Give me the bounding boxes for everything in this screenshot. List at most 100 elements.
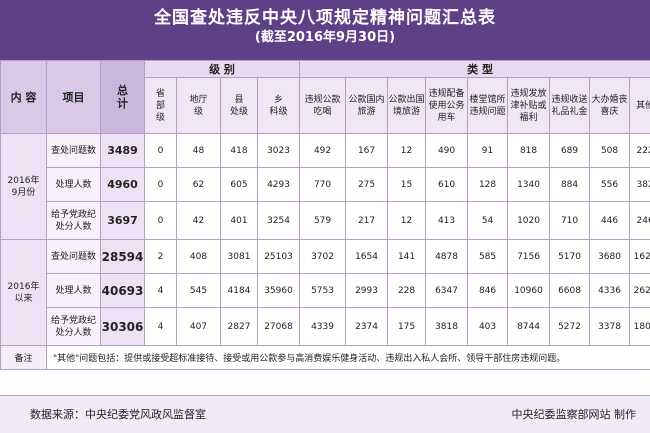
level-cell: 545 <box>177 274 221 308</box>
type-cell: 884 <box>550 168 590 202</box>
type-cell: 54 <box>468 202 508 240</box>
type-cell: 3702 <box>300 240 346 274</box>
type-cell: 446 <box>590 202 630 240</box>
type-cell: 6608 <box>550 274 590 308</box>
row-item-label: 给予党政纪 处分人数 <box>47 308 101 346</box>
type-cell: 12 <box>388 134 426 168</box>
type-cell: 3818 <box>426 308 468 346</box>
type-cell: 1020 <box>508 202 550 240</box>
level-cell: 62 <box>177 168 221 202</box>
header-total: 总 计 <box>101 61 145 134</box>
type-cell: 10960 <box>508 274 550 308</box>
level-cell: 2 <box>145 240 177 274</box>
type-cell: 1803 <box>630 308 650 346</box>
header-type-0: 违规公款 吃喝 <box>300 78 346 134</box>
type-cell: 3680 <box>590 240 630 274</box>
level-cell: 401 <box>221 202 258 240</box>
level-cell: 4184 <box>221 274 258 308</box>
level-cell: 0 <box>145 202 177 240</box>
type-cell: 5272 <box>550 308 590 346</box>
row-total: 4960 <box>101 168 145 202</box>
type-cell: 610 <box>426 168 468 202</box>
level-cell: 27068 <box>258 308 300 346</box>
type-cell: 579 <box>300 202 346 240</box>
page-subtitle: (截至2016年9月30日) <box>0 29 650 47</box>
row-item-label: 处理人数 <box>47 168 101 202</box>
level-cell: 25103 <box>258 240 300 274</box>
summary-table: 内 容 项目 总 计 级 别 类 型 省 部 级地厅 级县 处级乡 科级违规公款… <box>0 60 650 370</box>
type-cell: 403 <box>468 308 508 346</box>
level-cell: 4 <box>145 274 177 308</box>
type-cell: 3378 <box>590 308 630 346</box>
header-type-7: 大办婚丧 喜庆 <box>590 78 630 134</box>
type-cell: 846 <box>468 274 508 308</box>
row-item-label: 处理人数 <box>47 274 101 308</box>
type-cell: 492 <box>300 134 346 168</box>
type-cell: 490 <box>426 134 468 168</box>
type-cell: 91 <box>468 134 508 168</box>
header-level-1: 地厅 级 <box>177 78 221 134</box>
level-cell: 0 <box>145 134 177 168</box>
header-type-5: 违规发放 津补贴或 福利 <box>508 78 550 134</box>
level-cell: 3023 <box>258 134 300 168</box>
header-type-1: 公款国内 旅游 <box>346 78 388 134</box>
type-cell: 818 <box>508 134 550 168</box>
level-cell: 3081 <box>221 240 258 274</box>
note-row: 备注"其他"问题包括：提供或接受超标准接待、接受或用公款参与高消费娱乐健身活动、… <box>1 346 650 370</box>
footer: 数据来源：中央纪委党风政风监督室 中央纪委监察部网站 制作 <box>0 395 650 433</box>
level-cell: 4293 <box>258 168 300 202</box>
header-level-0: 省 部 级 <box>145 78 177 134</box>
note-text: "其他"问题包括：提供或接受超标准接待、接受或用公款参与高消费娱乐健身活动、违规… <box>47 346 650 370</box>
type-cell: 2622 <box>630 274 650 308</box>
level-cell: 42 <box>177 202 221 240</box>
level-cell: 4 <box>145 308 177 346</box>
level-cell: 605 <box>221 168 258 202</box>
level-cell: 0 <box>145 168 177 202</box>
row-item-label: 查处问题数 <box>47 134 101 168</box>
header-type-4: 楼堂馆所 违规问题 <box>468 78 508 134</box>
type-cell: 15 <box>388 168 426 202</box>
type-cell: 222 <box>630 134 650 168</box>
type-cell: 382 <box>630 168 650 202</box>
producer: 中央纪委监察部网站 制作 <box>512 406 637 422</box>
type-cell: 689 <box>550 134 590 168</box>
type-cell: 5753 <box>300 274 346 308</box>
row-total: 30306 <box>101 308 145 346</box>
level-cell: 2827 <box>221 308 258 346</box>
type-cell: 413 <box>426 202 468 240</box>
type-cell: 1654 <box>346 240 388 274</box>
type-cell: 246 <box>630 202 650 240</box>
type-cell: 6347 <box>426 274 468 308</box>
type-cell: 4336 <box>590 274 630 308</box>
type-cell: 217 <box>346 202 388 240</box>
type-cell: 275 <box>346 168 388 202</box>
row-total: 40693 <box>101 274 145 308</box>
type-cell: 167 <box>346 134 388 168</box>
header-type-6: 违规收送 礼品礼金 <box>550 78 590 134</box>
row-total: 3489 <box>101 134 145 168</box>
header-type-group: 类 型 <box>300 61 650 78</box>
note-label: 备注 <box>1 346 47 370</box>
row-item-label: 给予党政纪 处分人数 <box>47 202 101 240</box>
header-content: 内 容 <box>1 61 47 134</box>
type-cell: 4339 <box>300 308 346 346</box>
level-cell: 35960 <box>258 274 300 308</box>
type-cell: 710 <box>550 202 590 240</box>
type-cell: 4878 <box>426 240 468 274</box>
level-cell: 408 <box>177 240 221 274</box>
type-cell: 556 <box>590 168 630 202</box>
level-cell: 3254 <box>258 202 300 240</box>
type-cell: 175 <box>388 308 426 346</box>
header-type-3: 违规配备 使用公务 用车 <box>426 78 468 134</box>
type-cell: 585 <box>468 240 508 274</box>
data-source: 数据来源：中央纪委党风政风监督室 <box>30 406 206 422</box>
type-cell: 141 <box>388 240 426 274</box>
type-cell: 1340 <box>508 168 550 202</box>
